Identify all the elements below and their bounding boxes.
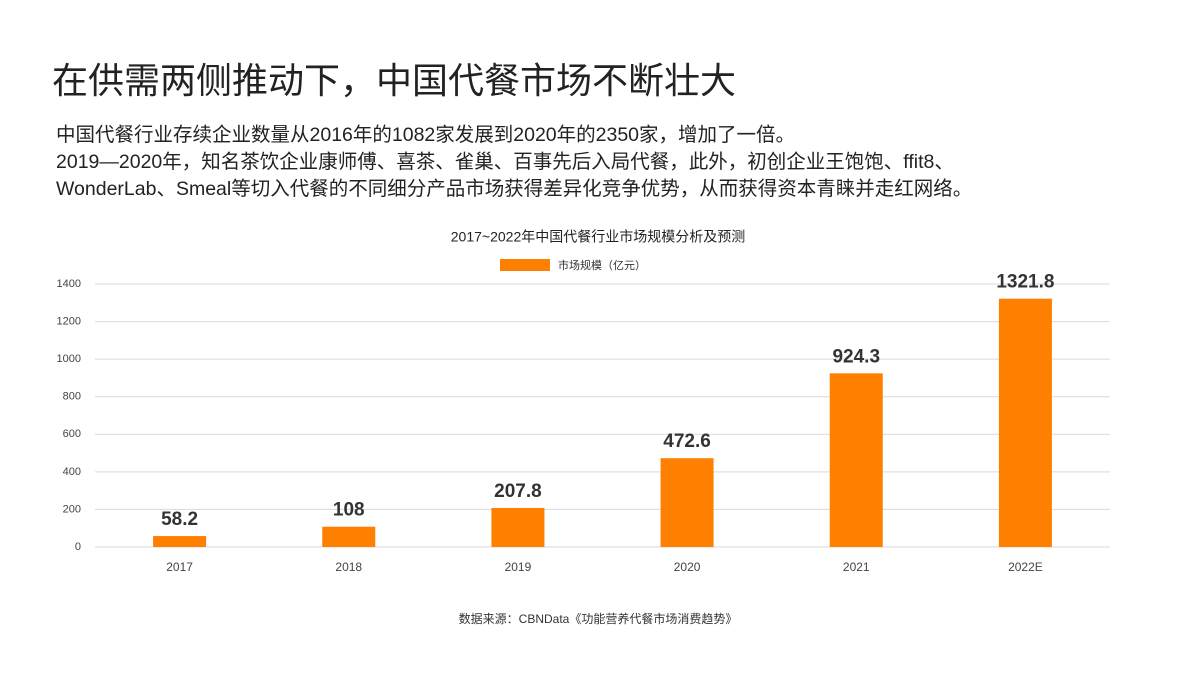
bar [153,536,207,547]
description-line: WonderLab、Smeal等切入代餐的不同细分产品市场获得差异化竞争优势，从… [56,178,973,200]
x-tick-label: 2017 [166,560,193,574]
bar [829,373,883,547]
legend-label: 市场规模（亿元） [558,258,646,272]
legend-swatch [500,259,550,271]
bar [322,526,376,547]
y-tick-label: 600 [63,428,81,440]
chart-title: 2017~2022年中国代餐行业市场规模分析及预测 [451,229,745,245]
description-line: 中国代餐行业存续企业数量从2016年的1082家发展到2020年的2350家，增… [56,124,796,146]
data-label: 58.2 [161,509,198,530]
data-label: 207.8 [494,481,542,502]
y-tick-label: 200 [63,503,81,515]
data-label: 108 [333,500,365,521]
bar [660,458,714,547]
data-label: 1321.8 [996,272,1054,293]
source-note: 数据来源：CBNData《功能营养代餐市场消费趋势》 [459,611,738,626]
y-tick-label: 1200 [57,315,81,327]
bar [998,298,1052,547]
y-tick-label: 1400 [57,278,81,290]
y-tick-label: 1000 [57,353,81,365]
data-label: 472.6 [663,431,711,452]
description-line: 2019—2020年，知名茶饮企业康师傅、喜茶、雀巢、百事先后入局代餐，此外，初… [56,151,954,173]
x-tick-label: 2022E [1008,560,1043,574]
y-tick-label: 400 [63,466,81,478]
x-tick-label: 2021 [843,560,870,574]
slide-title: 在供需两侧推动下，中国代餐市场不断壮大 [52,60,737,101]
x-tick-label: 2020 [674,560,701,574]
x-tick-label: 2019 [505,560,532,574]
y-tick-label: 800 [63,391,81,403]
y-tick-label: 0 [75,541,81,553]
x-tick-label: 2018 [335,560,362,574]
data-label: 924.3 [832,346,880,367]
bar [491,507,545,547]
